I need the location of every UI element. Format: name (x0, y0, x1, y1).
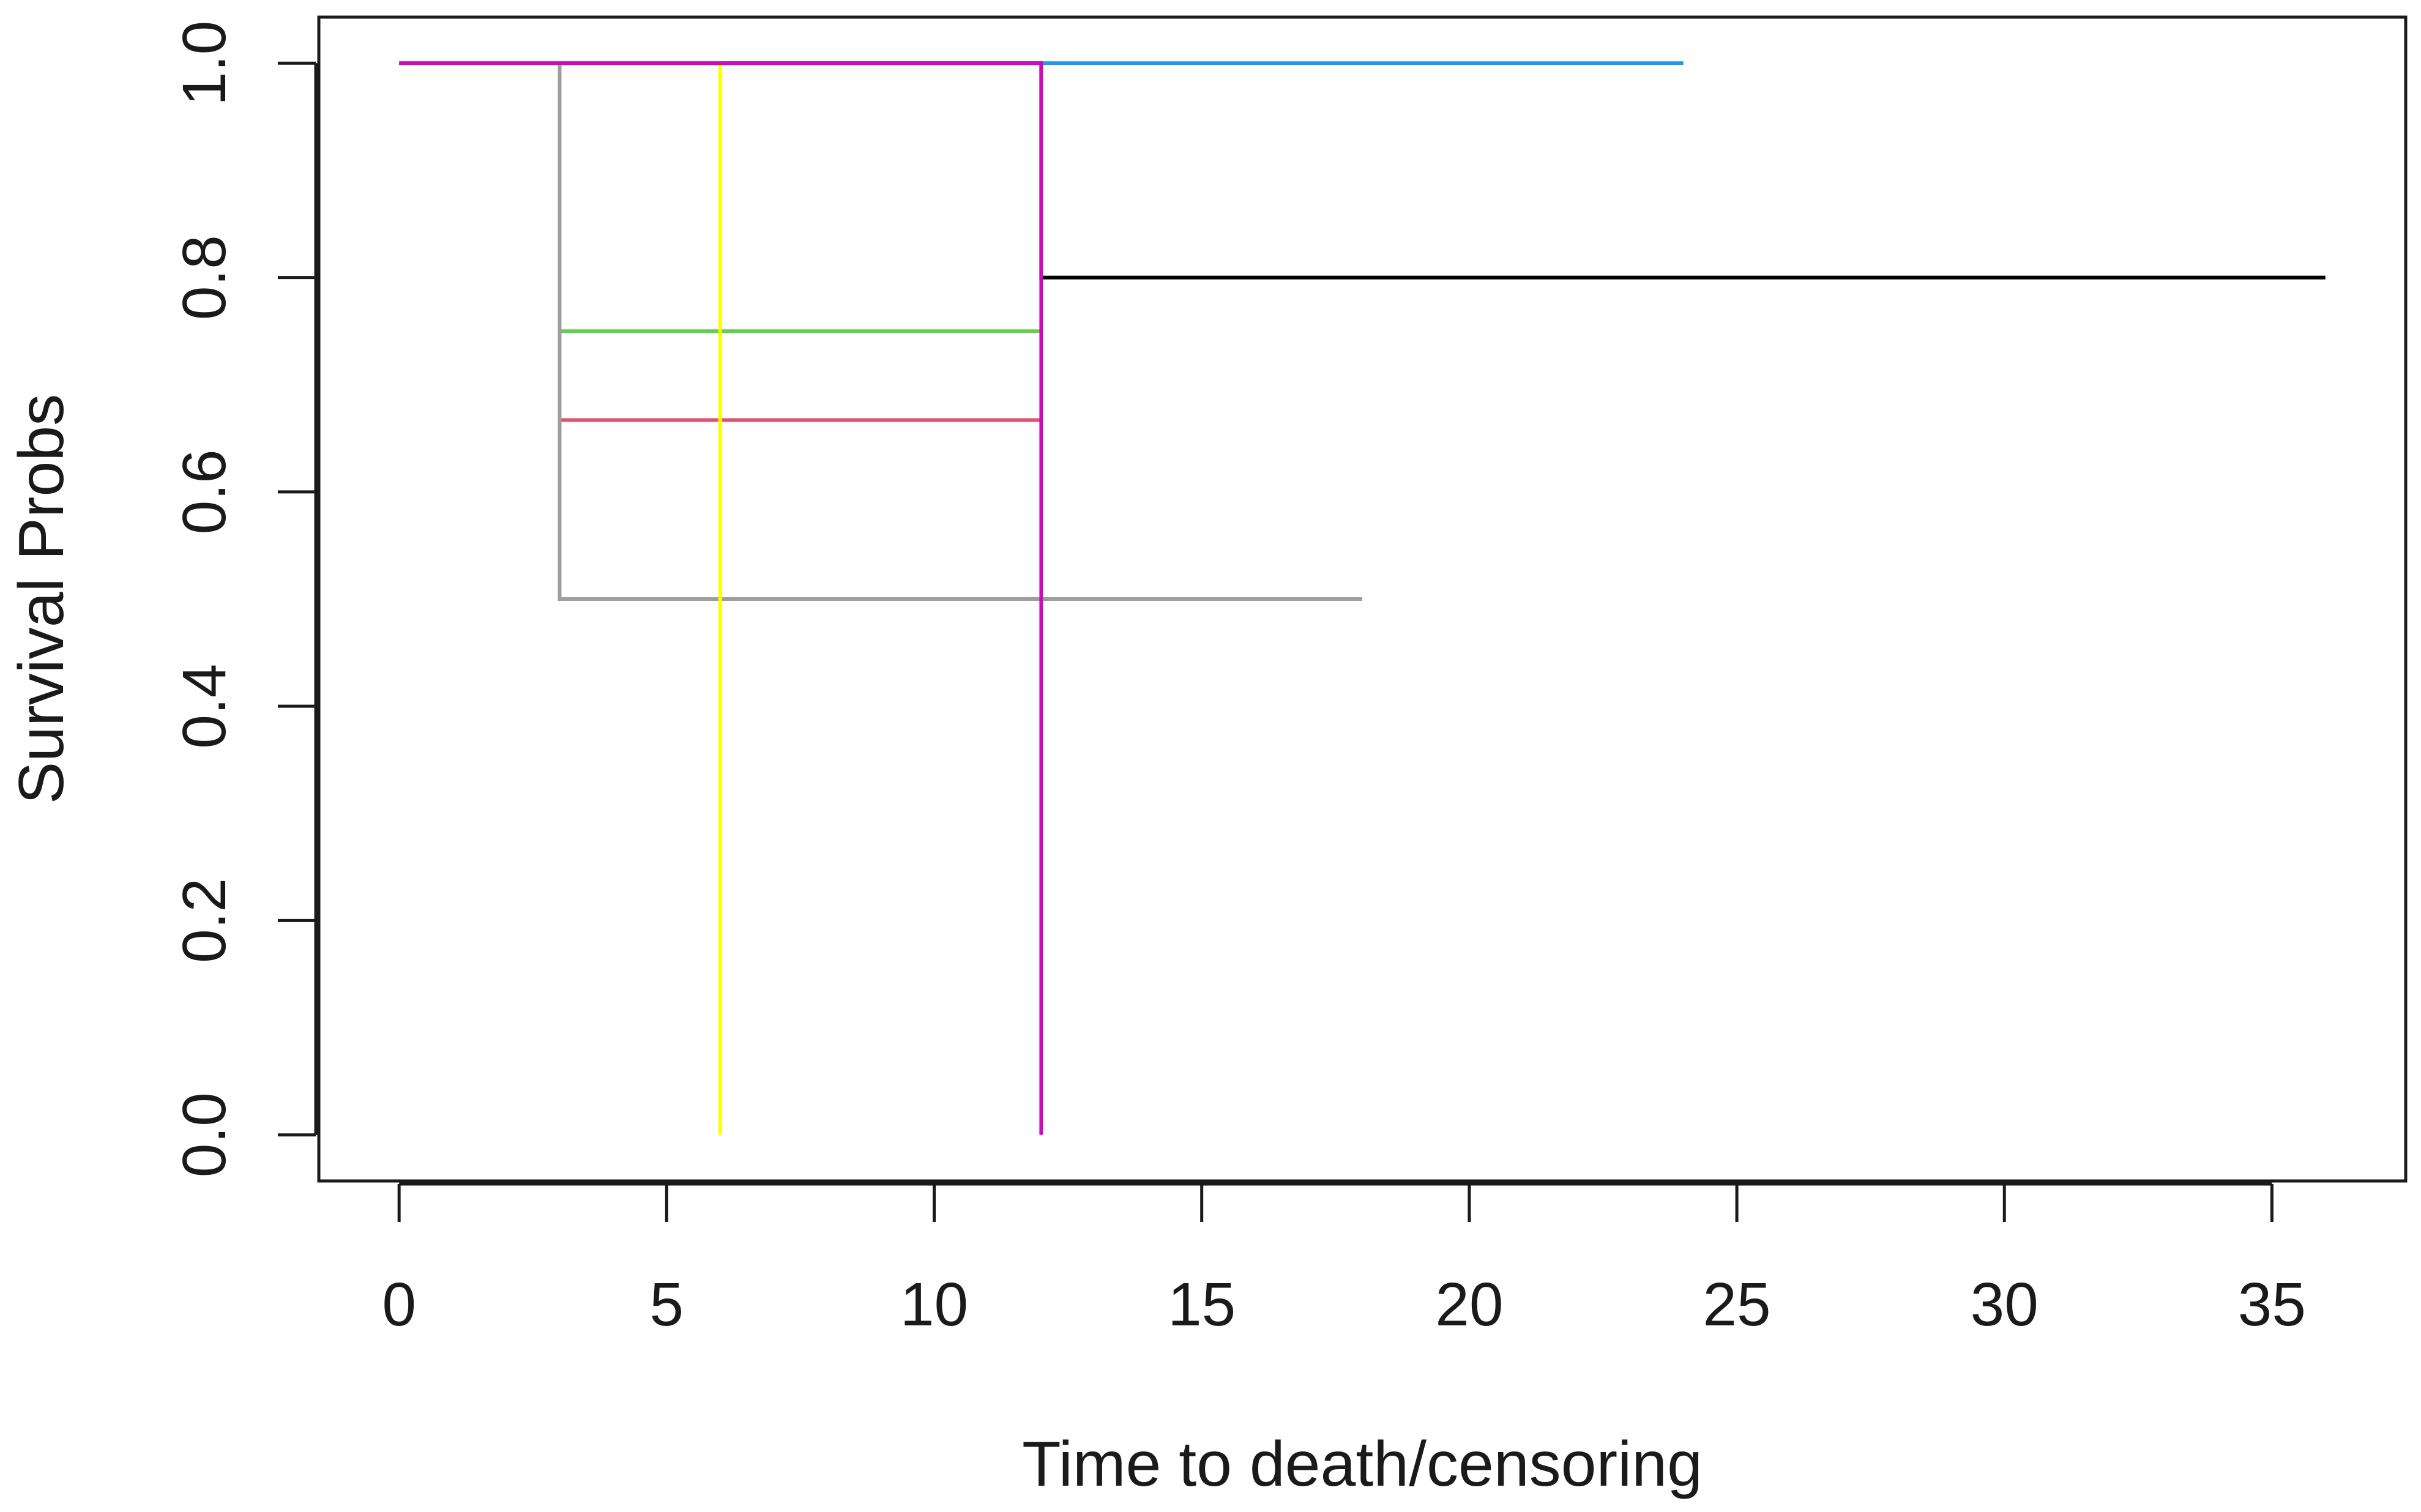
x-tick-label: 5 (650, 1270, 684, 1339)
x-tick-label: 10 (900, 1270, 968, 1339)
x-axis: 0 5 10 15 20 25 30 35 (382, 1182, 2306, 1339)
plot-frame (317, 15, 2408, 1183)
y-tick-label: 0.4 (170, 664, 239, 749)
x-tick-label: 20 (1435, 1270, 1503, 1339)
y-tick-label: 0.6 (170, 449, 239, 534)
y-tick-label: 0.2 (170, 878, 239, 963)
x-tick-label: 0 (382, 1270, 416, 1339)
x-axis-label: Time to death/censoring (1022, 1429, 1703, 1500)
x-tick-label: 35 (2238, 1270, 2306, 1339)
x-tick-label: 15 (1168, 1270, 1236, 1339)
series-layer (399, 61, 2326, 1135)
survival-curve (399, 61, 1043, 1135)
x-tick-label: 25 (1703, 1270, 1770, 1339)
y-tick-label: 1.0 (170, 21, 239, 106)
y-tick-label: 0.8 (170, 235, 239, 320)
y-axis-label: Survival Probs (6, 394, 77, 804)
y-axis: 0.0 0.2 0.4 0.6 0.8 1.0 (170, 21, 318, 1177)
x-tick-label: 30 (1971, 1270, 2039, 1339)
y-tick-label: 0.0 (170, 1092, 239, 1177)
